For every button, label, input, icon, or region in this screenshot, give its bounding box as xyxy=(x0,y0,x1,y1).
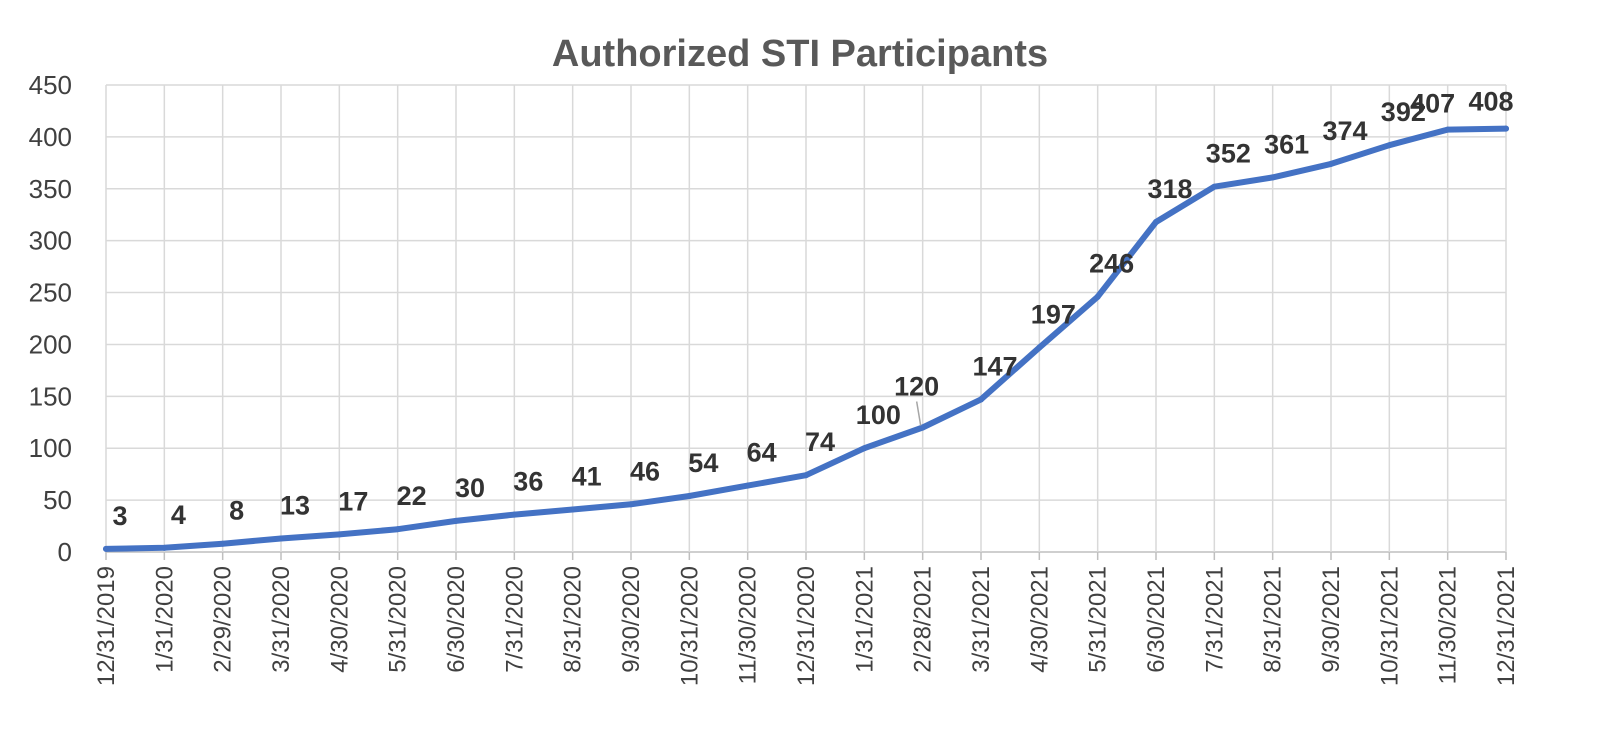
data-point xyxy=(1211,183,1218,190)
data-point xyxy=(1503,125,1509,132)
data-label: 4 xyxy=(171,500,186,530)
y-tick-label: 450 xyxy=(29,70,72,100)
y-tick-label: 100 xyxy=(29,433,72,463)
x-tick-label: 5/31/2020 xyxy=(385,566,412,673)
data-label: 46 xyxy=(630,456,660,486)
data-point xyxy=(1328,160,1334,167)
data-point xyxy=(628,501,634,508)
data-point xyxy=(219,540,226,547)
y-tick-label: 300 xyxy=(29,226,72,256)
x-tick-label: 4/30/2020 xyxy=(326,566,353,673)
y-tick-label: 350 xyxy=(29,174,72,204)
x-tick-label: 9/30/2021 xyxy=(1318,566,1345,673)
data-label: 147 xyxy=(972,351,1017,381)
data-label: 318 xyxy=(1147,174,1192,204)
x-tick-label: 11/30/2020 xyxy=(735,566,762,684)
data-label: 30 xyxy=(455,473,485,503)
x-tick-label: 1/31/2021 xyxy=(851,566,878,673)
x-tick-label: 8/31/2021 xyxy=(1260,566,1287,673)
data-point xyxy=(803,472,809,479)
data-point xyxy=(1386,142,1393,149)
data-label-leader xyxy=(915,401,922,426)
data-point xyxy=(161,544,168,551)
y-tick-label: 250 xyxy=(29,278,72,308)
y-axis-ticks: 0 50 100 150 200 250 300 350 400 450 xyxy=(29,70,72,567)
data-point xyxy=(569,506,576,513)
data-point xyxy=(978,396,984,403)
data-point xyxy=(336,531,343,538)
x-tick-label: 12/31/2020 xyxy=(793,566,820,686)
data-label: 3 xyxy=(112,501,127,531)
data-label: 352 xyxy=(1206,139,1251,169)
x-tick-label: 11/30/2021 xyxy=(1435,566,1462,684)
data-label: 408 xyxy=(1468,87,1513,117)
data-label: 100 xyxy=(856,400,901,430)
data-label: 13 xyxy=(280,491,310,521)
data-point xyxy=(1094,293,1101,300)
y-tick-label: 150 xyxy=(29,381,72,411)
data-point xyxy=(278,535,284,542)
x-tick-label: 7/31/2021 xyxy=(1201,566,1228,673)
data-label: 74 xyxy=(805,427,835,457)
data-point xyxy=(1036,344,1043,351)
series-line-group xyxy=(103,125,1509,552)
x-tick-label: 5/31/2021 xyxy=(1085,566,1112,673)
x-tick-label: 6/30/2020 xyxy=(443,566,470,673)
data-label: 22 xyxy=(397,481,427,511)
data-point xyxy=(394,526,401,533)
x-tick-label: 1/31/2020 xyxy=(151,566,178,673)
gridlines xyxy=(105,84,1507,560)
data-label: 120 xyxy=(894,371,939,401)
x-tick-label: 6/30/2021 xyxy=(1143,566,1170,673)
x-tick-label: 7/31/2020 xyxy=(501,566,528,673)
y-tick-label: 0 xyxy=(58,537,72,567)
data-label: 41 xyxy=(572,461,602,491)
data-label: 64 xyxy=(747,438,777,468)
data-label: 36 xyxy=(513,467,543,497)
x-axis-ticks: 12/31/2019 1/31/2020 2/29/2020 3/31/2020 4/3… xyxy=(93,566,1520,686)
data-point xyxy=(453,517,459,524)
data-label: 246 xyxy=(1089,249,1134,279)
data-label: 197 xyxy=(1031,300,1076,330)
x-tick-label: 12/31/2021 xyxy=(1493,566,1520,686)
x-tick-label: 3/31/2020 xyxy=(268,566,295,673)
y-tick-label: 400 xyxy=(29,122,72,152)
x-tick-label: 8/31/2020 xyxy=(560,566,587,673)
chart-title: Authorized STI Participants xyxy=(552,33,1048,75)
x-tick-label: 10/31/2020 xyxy=(676,566,703,686)
x-tick-label: 9/30/2020 xyxy=(618,566,645,673)
data-label: 361 xyxy=(1264,129,1309,159)
data-point xyxy=(744,482,751,489)
data-label: 407 xyxy=(1410,89,1455,119)
data-point xyxy=(511,511,518,518)
data-point xyxy=(919,424,926,431)
y-tick-label: 200 xyxy=(29,329,72,359)
data-point xyxy=(1153,218,1159,225)
x-tick-label: 3/31/2021 xyxy=(968,566,995,673)
data-point xyxy=(103,545,109,552)
data-label: 374 xyxy=(1322,116,1367,146)
data-point xyxy=(686,492,693,499)
data-point xyxy=(1444,126,1451,133)
data-label: 392 xyxy=(1381,97,1426,127)
data-label: 8 xyxy=(229,496,244,526)
data-point xyxy=(861,445,868,452)
x-tick-label: 2/29/2020 xyxy=(210,566,237,673)
x-tick-label: 12/31/2019 xyxy=(93,566,120,686)
data-label: 17 xyxy=(338,486,368,516)
x-tick-label: 10/31/2021 xyxy=(1376,566,1403,686)
data-label: 54 xyxy=(688,448,718,478)
data-point xyxy=(1269,174,1276,181)
x-tick-label: 2/28/2021 xyxy=(910,566,937,673)
y-tick-label: 50 xyxy=(43,485,72,515)
x-tick-label: 4/30/2021 xyxy=(1026,566,1053,673)
